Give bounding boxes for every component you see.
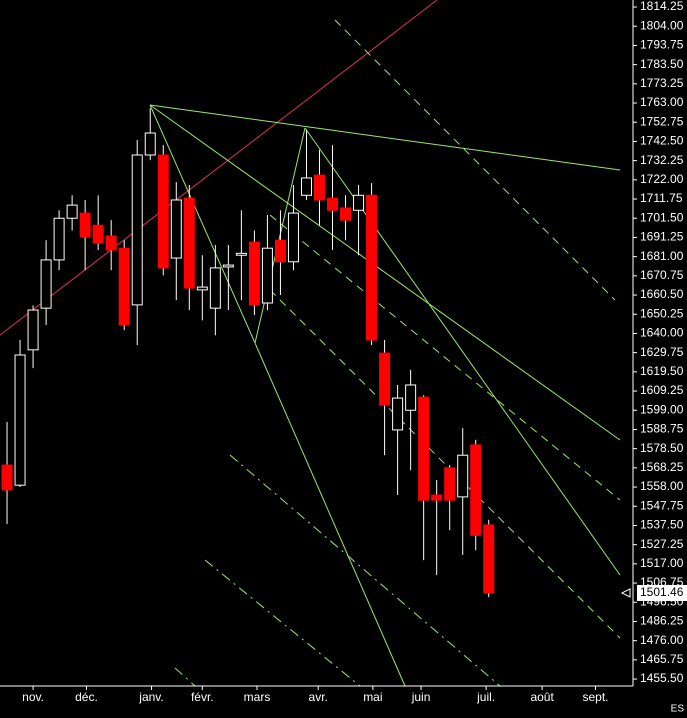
y-tick-label: 1681.00: [640, 249, 684, 263]
candle-body: [235, 252, 247, 256]
y-tick-label: 1517.00: [640, 556, 684, 570]
trend-line: [269, 289, 621, 639]
x-tick-label: mars: [244, 690, 271, 704]
candle-body: [170, 199, 182, 259]
last-price-box: [637, 584, 687, 601]
y-tick-label: 1660.50: [640, 287, 684, 301]
y-tick-label: 1588.75: [640, 422, 684, 436]
y-tick-label: 1752.75: [640, 114, 684, 128]
x-tick-label: avr.: [309, 690, 328, 704]
trend-line: [229, 454, 501, 687]
y-tick-label: 1701.50: [640, 210, 684, 224]
x-tick-label: déc.: [75, 690, 98, 704]
candle-body: [300, 177, 312, 196]
y-tick-label: 1670.75: [640, 268, 684, 282]
candle-body: [470, 444, 482, 536]
candle-body: [27, 309, 39, 351]
x-tick-label: août: [530, 690, 554, 704]
candle-body: [118, 247, 130, 326]
candle-body: [183, 197, 195, 289]
y-tick-label: 1599.00: [640, 402, 684, 416]
x-tick-label: févr.: [191, 690, 214, 704]
candle-body: [222, 264, 234, 268]
candle-body: [144, 132, 156, 156]
price-arrow: [620, 588, 631, 598]
y-tick-label: 1465.75: [640, 652, 684, 666]
trend-line: [0, 0, 438, 336]
candle-body: [287, 212, 299, 263]
candle-body: [209, 267, 221, 309]
last-price-label: 1501.46: [640, 585, 684, 599]
candle-body: [66, 204, 78, 219]
candle-body: [313, 174, 325, 201]
y-tick-label: 1486.25: [640, 614, 684, 628]
candle-body: [457, 454, 469, 498]
trend-line: [149, 104, 621, 441]
trend-line: [149, 104, 256, 344]
y-tick-label: 1814.25: [640, 0, 684, 13]
y-tick-label: 1537.50: [640, 518, 684, 532]
y-tick-label: 1773.25: [640, 76, 684, 90]
y-tick-label: 1732.25: [640, 153, 684, 167]
y-tick-label: 1558.00: [640, 479, 684, 493]
trend-line: [174, 667, 196, 687]
y-tick-label: 1629.75: [640, 345, 684, 359]
candle-body: [274, 239, 286, 263]
trend-line: [149, 104, 621, 171]
candle-body: [483, 524, 495, 594]
y-tick-label: 1711.75: [640, 191, 683, 205]
y-tick-label: 1476.00: [640, 633, 684, 647]
y-tick-label: 1793.75: [640, 38, 684, 52]
candle-body: [353, 194, 365, 211]
y-tick-label: 1619.50: [640, 364, 684, 378]
y-tick-label: 1455.50: [640, 671, 684, 685]
y-tick-label: 1783.50: [640, 57, 684, 71]
candle-body: [157, 154, 169, 269]
y-tick-label: 1609.25: [640, 383, 684, 397]
x-tick-label: mai: [363, 690, 382, 704]
candle-body: [405, 384, 417, 411]
trend-line: [334, 19, 616, 301]
y-tick-label: 1742.50: [640, 134, 684, 148]
candle-body: [431, 494, 443, 501]
candle-body: [327, 197, 339, 211]
x-tick-label: nov.: [22, 690, 44, 704]
candle-body: [261, 247, 273, 304]
candle-body: [131, 154, 143, 306]
candle-body: [53, 217, 65, 261]
y-tick-label: 1691.25: [640, 230, 684, 244]
y-tick-label: 1568.25: [640, 460, 684, 474]
symbol-label: ES: [671, 704, 685, 715]
trend-line: [269, 214, 621, 501]
candle-body: [40, 259, 52, 309]
x-tick-label: juil.: [476, 690, 495, 704]
y-tick-label: 1527.25: [640, 537, 684, 551]
y-tick-label: 1804.00: [640, 18, 684, 32]
candle-body: [79, 212, 91, 238]
trend-line: [254, 342, 406, 687]
candle-body: [366, 194, 378, 341]
y-tick-label: 1722.00: [640, 172, 684, 186]
y-tick-label: 1578.50: [640, 441, 684, 455]
y-tick-label: 1650.25: [640, 306, 684, 320]
candle-body: [1, 464, 13, 491]
y-tick-label: 1763.00: [640, 95, 684, 109]
candle-body: [444, 467, 456, 501]
candle-body: [379, 352, 391, 406]
x-tick-label: sept.: [582, 690, 608, 704]
candle-body: [92, 224, 104, 244]
x-tick-label: janv.: [138, 690, 163, 704]
candle-body: [418, 396, 430, 501]
candle-body: [14, 354, 26, 486]
candle-body: [196, 286, 208, 291]
candle-body: [105, 235, 117, 251]
candle-body: [248, 241, 260, 306]
y-tick-label: 1640.00: [640, 326, 684, 340]
x-tick-label: juin: [411, 690, 431, 704]
y-tick-label: 1547.75: [640, 498, 684, 512]
candle-body: [340, 207, 352, 221]
candle-body: [392, 397, 404, 431]
